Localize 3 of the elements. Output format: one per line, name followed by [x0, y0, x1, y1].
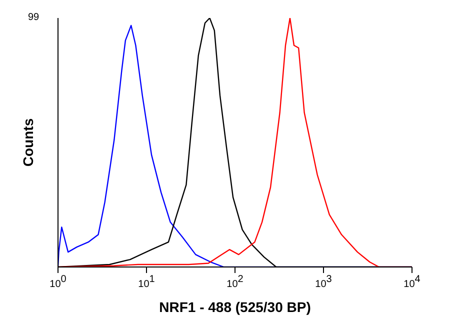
x-axis-title: NRF1 - 488 (525/30 BP) [159, 299, 311, 315]
y-axis-title: Counts [20, 118, 36, 167]
text: 99 [28, 12, 40, 23]
